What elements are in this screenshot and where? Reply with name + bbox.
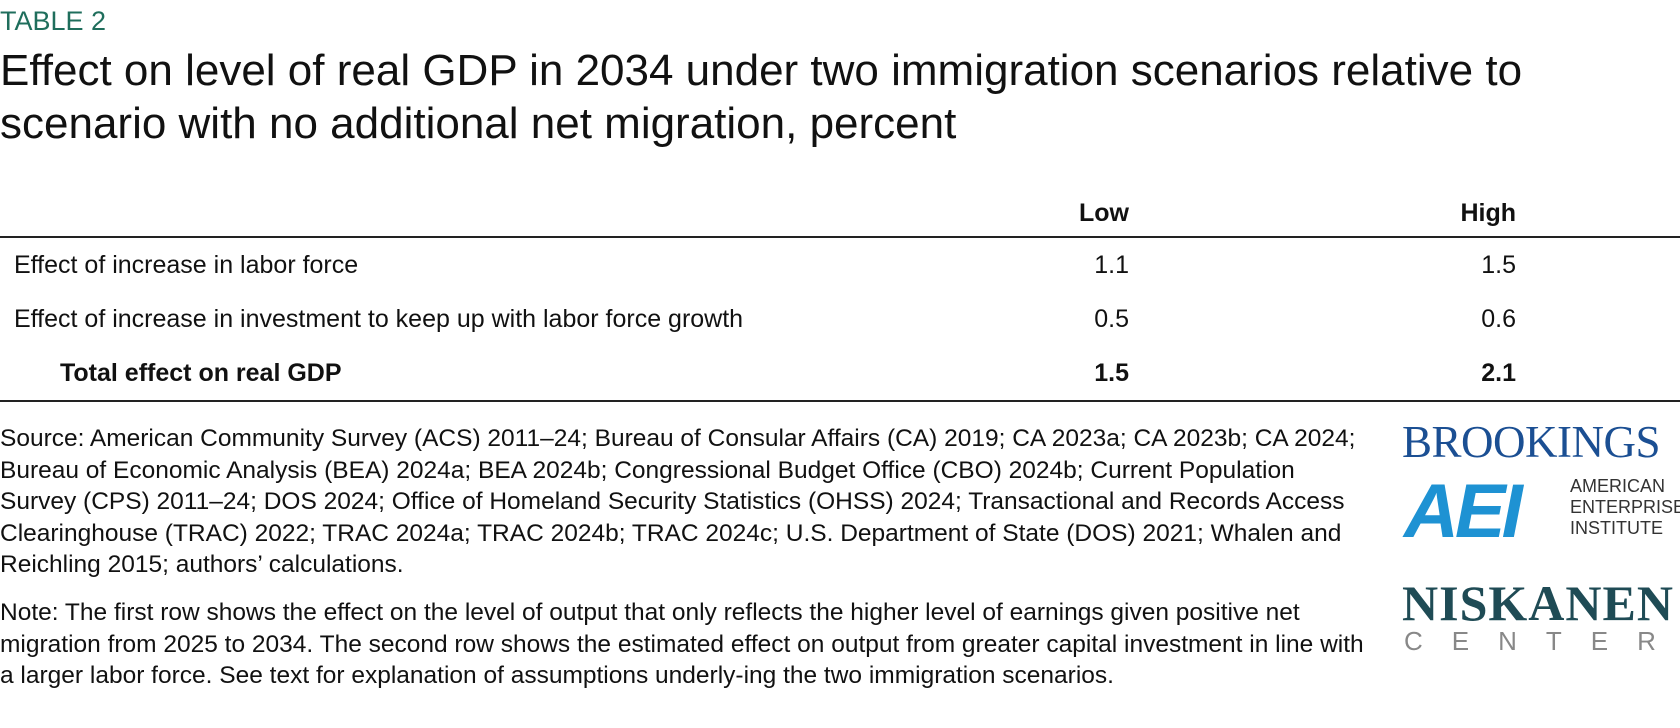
logo-niskanen-sub: CENTER	[1404, 626, 1680, 656]
table-body: Effect of increase in labor force 1.1 1.5 E…	[0, 237, 1680, 402]
value-cell: 0.5	[1094, 304, 1129, 333]
data-table: Low High Effect of increase in labor for…	[0, 190, 1680, 402]
table-label: TABLE 2	[0, 6, 107, 36]
value-cell: 1.1	[1094, 250, 1129, 279]
logo-brookings: BROOKINGS	[1402, 417, 1661, 467]
logo-text: INSTITUTE	[1570, 518, 1663, 538]
note: Note: The first row shows the effect on …	[0, 599, 1364, 689]
logo-niskanen: NISKANEN	[1402, 575, 1674, 631]
source-note: Source: American Community Survey (ACS) …	[0, 425, 1356, 578]
header-cell	[0, 190, 968, 238]
logo-aei-name: AMERICAN ENTERPRISE INSTITUTE	[1570, 476, 1680, 539]
value-cell: 1.5	[968, 346, 1130, 402]
row-label: Total effect on real GDP	[0, 346, 968, 402]
value-cell: 2.1	[1130, 346, 1680, 402]
table-title: Effect on level of real GDP in 2034 unde…	[0, 46, 1523, 148]
row-label: Effect of increase in labor force	[14, 250, 359, 279]
value-cell: 1.5	[1481, 250, 1516, 279]
header-row: Low High	[0, 190, 1680, 238]
header-cell: High	[1130, 190, 1680, 238]
logo-aei: AEI	[1404, 469, 1523, 554]
table-row: Effect of increase in investment to keep…	[0, 292, 1680, 346]
logo-text: ENTERPRISE	[1570, 497, 1680, 517]
row-label: Effect of increase in investment to keep…	[14, 304, 744, 333]
value-cell: 0.6	[1481, 304, 1516, 333]
header-cell: Low	[968, 190, 1130, 238]
table-row: Total effect on real GDP 1.5 2.1	[0, 346, 1680, 402]
table-row: Effect of increase in labor force 1.1 1.5	[0, 237, 1680, 292]
logo-text: AMERICAN	[1570, 476, 1666, 496]
